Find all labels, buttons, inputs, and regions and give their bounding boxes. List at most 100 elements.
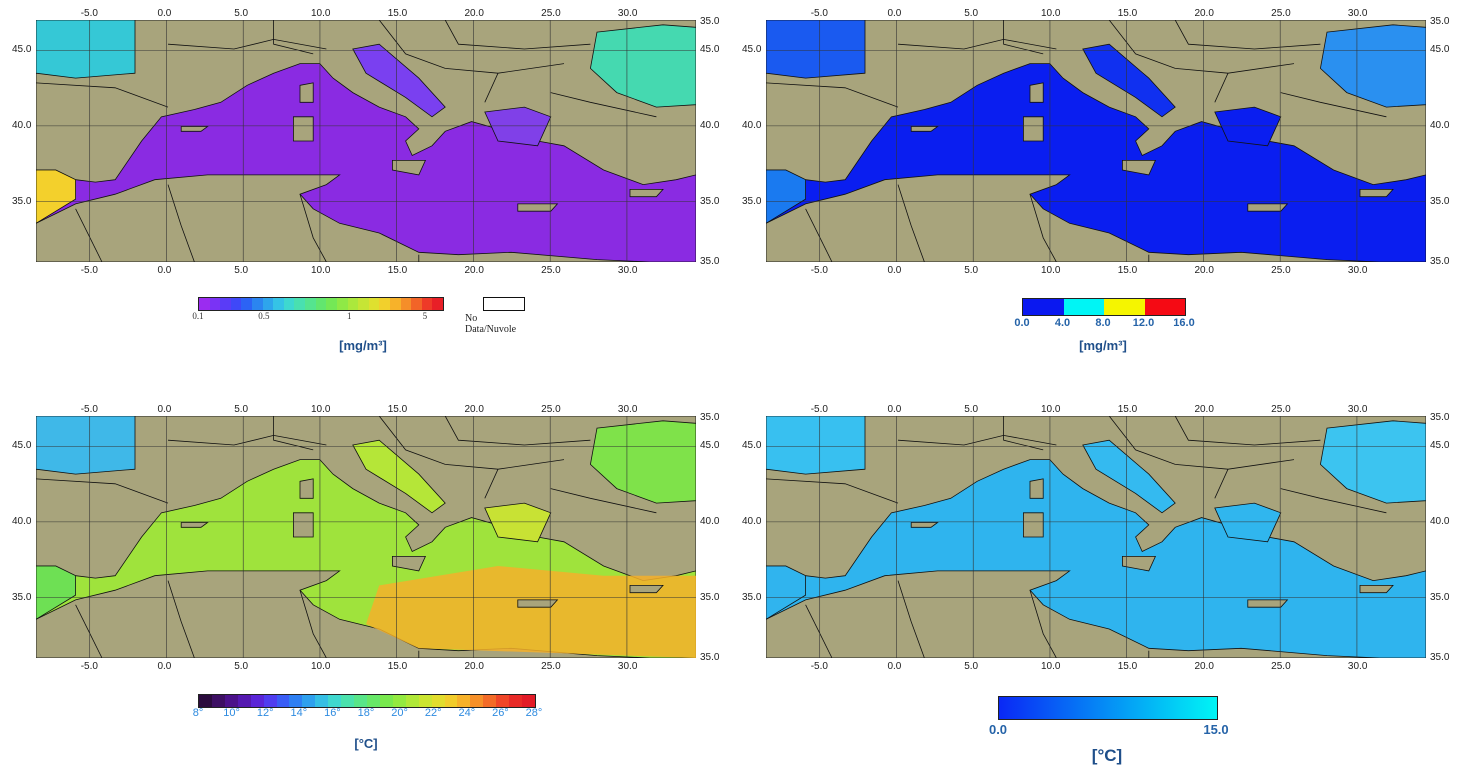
island [517,599,559,608]
country-border [273,20,314,55]
lon-tick-label-top: 10.0 [1040,8,1061,19]
colorbar-tick-label: 12.0 [1132,317,1155,329]
colorbar-tick-label: 28° [525,707,543,719]
lon-tick-label-bottom: 0.0 [887,661,902,672]
lon-tick-label-top: 30.0 [617,8,638,19]
colorbar-segment [328,695,342,707]
sea-region [36,20,136,79]
island [1022,512,1044,538]
lat-tick-label-right: 40.0 [1430,119,1450,131]
island [299,82,314,103]
colorbar-tick-label: 16.0 [1173,317,1195,329]
country-border [897,580,925,658]
colorbar-segment [411,298,422,310]
lat-tick-label-right: 40.0 [700,515,720,527]
chlorophyll-colorbar [198,297,444,311]
island [1247,599,1289,608]
lon-tick-label-bottom: 5.0 [964,661,979,672]
lon-tick-label-top: 5.0 [234,404,249,415]
lon-tick-label-bottom: 20.0 [1194,661,1214,672]
colorbar-tick-label: 10° [223,707,240,719]
island [292,512,314,538]
lon-tick-label-top: 25.0 [1271,8,1291,19]
lat-tick-label-right: 35.0 [700,195,720,207]
sea-region [1082,43,1176,118]
lon-tick-label-top: 20.0 [464,404,484,415]
island [299,478,314,499]
colorbar-segment [392,695,406,707]
colorbar-segment [1023,299,1064,315]
map-canvas [766,20,1426,262]
colorbar-segment [379,695,393,707]
lon-tick-label-bottom: 5.0 [234,265,249,276]
lat-tick-label-right: 35.0 [1430,591,1450,603]
lon-tick-label-bottom: 30.0 [617,265,638,276]
lat-tick-label-right: 35.0 [700,591,720,603]
lat-tick-label-right: 45.0 [700,44,720,56]
country-border [897,38,1057,50]
lon-tick-label-top-extra: 35.0 [1430,16,1450,27]
colorbar-segment [405,695,419,707]
map-canvas [766,416,1426,658]
chlorophyll-error-colorbar [1022,298,1186,316]
lon-tick-label-top: -5.0 [810,404,828,415]
country-border [897,184,925,262]
sea-region [36,565,76,620]
island [180,522,209,528]
lon-tick-label-bottom: -5.0 [80,661,98,672]
lon-tick-label-top: 5.0 [234,8,249,19]
lat-tick-label-right-extra: 35.0 [1430,256,1450,267]
no-data-label: No Data/Nuvole [465,313,517,335]
lon-tick-label-top: -5.0 [80,404,98,415]
lon-tick-label-top: 15.0 [387,8,408,19]
country-border [36,82,169,108]
lon-tick-label-bottom: 5.0 [964,265,979,276]
colorbar-segment [315,695,329,707]
country-border [299,194,327,262]
colorbar-segment [457,695,471,707]
country-border [1029,590,1057,658]
island [1247,203,1289,212]
lon-tick-label-top: 30.0 [1347,404,1368,415]
colorbar-segment [341,695,355,707]
lon-tick-label-bottom: 10.0 [310,661,331,672]
lon-tick-label-bottom: 0.0 [157,265,172,276]
lon-tick-label-top: -5.0 [80,8,98,19]
country-border [550,488,657,514]
lat-tick-label-left: 35.0 [742,591,762,603]
lat-tick-label-left: 45.0 [12,440,32,452]
colorbar-segment [509,695,523,707]
country-border [1280,92,1387,118]
lon-tick-label-bottom: 25.0 [541,265,561,276]
lon-tick-label-bottom: -5.0 [810,265,828,276]
colorbar-tick-label: 1 [347,311,352,321]
lon-tick-label-top: 5.0 [964,404,979,415]
colorbar-tick-label: 18° [357,707,375,719]
lon-tick-label-top: 0.0 [157,8,172,19]
sea-region [1082,439,1176,514]
lat-tick-label-right: 45.0 [1430,440,1450,452]
lon-tick-label-bottom: 0.0 [887,265,902,276]
warm-water-region [366,566,696,658]
island [391,555,427,572]
sea-region [36,416,136,475]
lat-tick-label-left: 35.0 [12,591,32,603]
colorbar-tick-label: 16° [324,707,341,719]
lon-tick-label-top: -5.0 [810,8,828,19]
lon-tick-label-bottom: 10.0 [310,265,331,276]
colorbar-segment [400,298,412,310]
colorbar-segment [358,298,369,310]
colorbar-segment [421,298,433,310]
lat-tick-label-left: 35.0 [12,195,32,207]
colorbar-segment [326,298,337,310]
lon-tick-label-top: 15.0 [1117,404,1138,415]
country-border [273,416,314,451]
colorbar-segment [483,695,497,707]
lon-tick-label-top: 0.0 [887,404,902,415]
colorbar-tick-label: 0.0 [1014,317,1030,329]
lat-tick-label-left: 40.0 [12,515,32,527]
colorbar-segment [368,298,380,310]
lon-tick-label-bottom: 20.0 [464,661,484,672]
island [1029,82,1044,103]
lat-tick-label-right: 45.0 [700,440,720,452]
